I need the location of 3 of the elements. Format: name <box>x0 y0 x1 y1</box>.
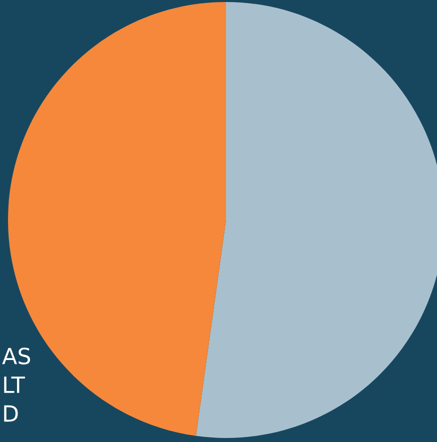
text: LT <box>4 376 25 393</box>
text: D <box>4 405 18 422</box>
text: AS <box>2 348 30 364</box>
